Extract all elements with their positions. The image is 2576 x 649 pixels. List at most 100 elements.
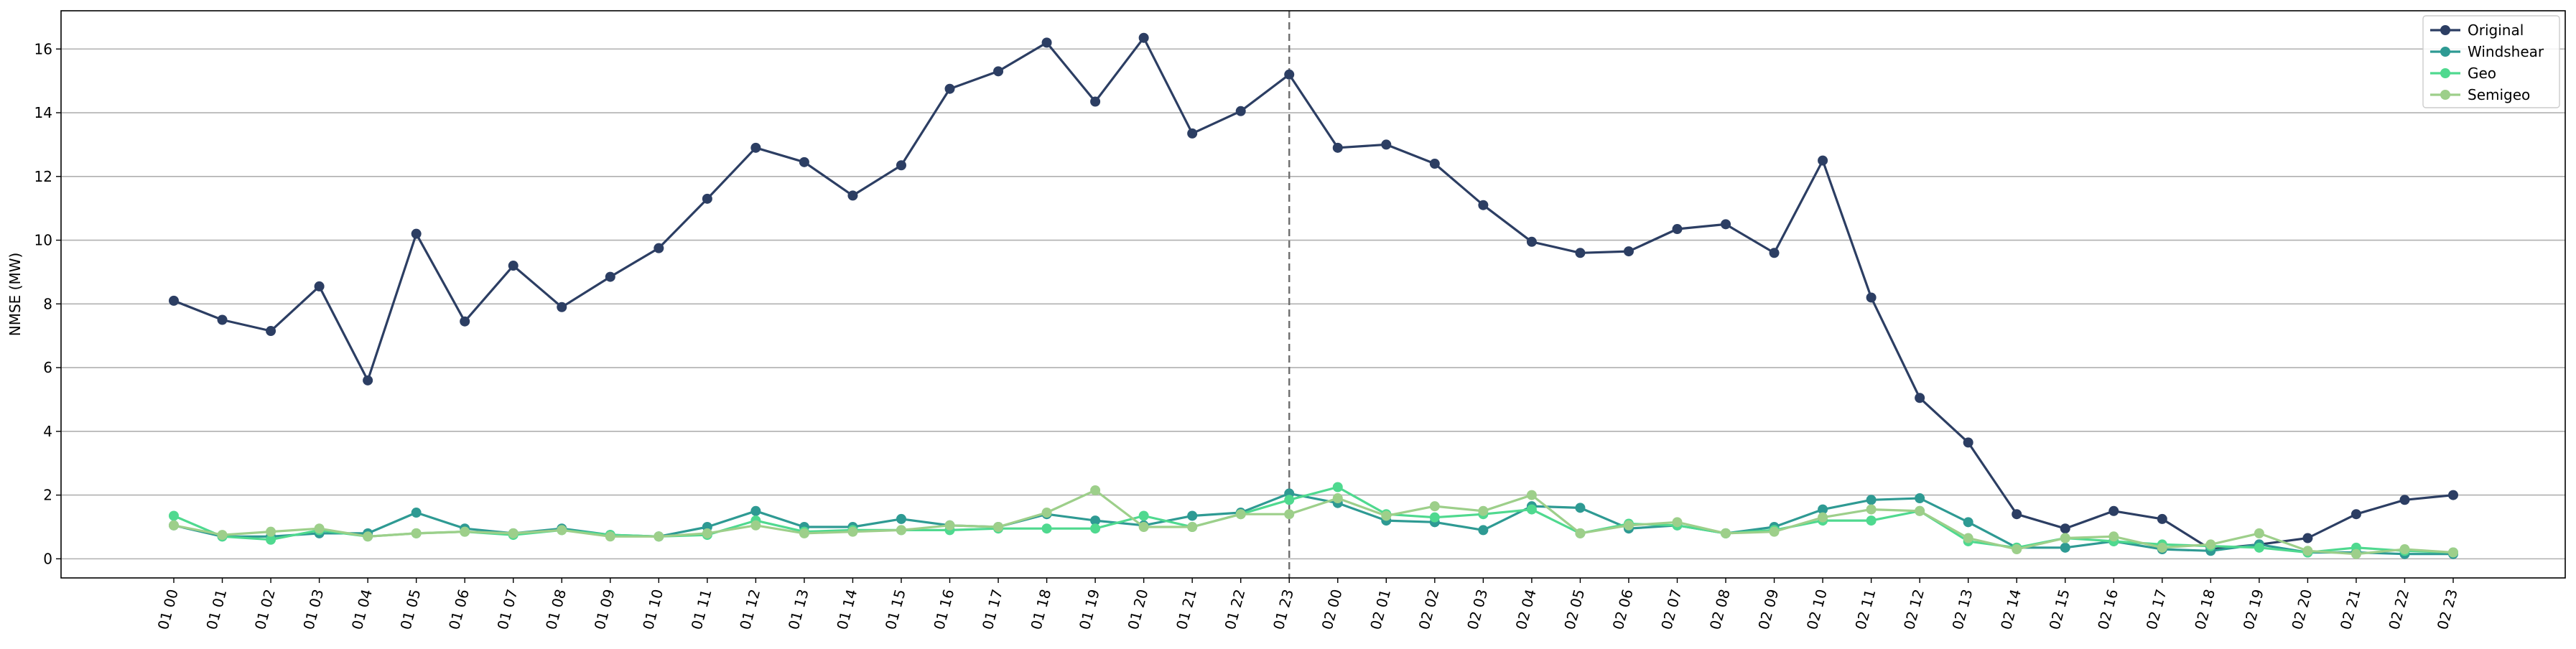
data-point-original bbox=[993, 66, 1004, 77]
data-point-semigeo bbox=[1818, 512, 1828, 523]
data-point-original bbox=[1478, 200, 1489, 210]
x-tick-label: 02 20 bbox=[2288, 587, 2315, 632]
y-tick-label: 6 bbox=[43, 359, 52, 376]
x-tick-label: 02 04 bbox=[1512, 587, 1540, 632]
data-point-semigeo bbox=[2302, 546, 2313, 556]
data-point-semigeo bbox=[557, 525, 567, 536]
x-tick-label: 02 15 bbox=[2046, 587, 2073, 632]
data-point-original bbox=[1866, 292, 1877, 303]
data-point-windshear bbox=[1818, 504, 1828, 515]
data-point-original bbox=[314, 281, 325, 291]
data-point-semigeo bbox=[2448, 547, 2458, 558]
data-point-semigeo bbox=[1090, 485, 1101, 495]
x-tick-label: 01 06 bbox=[445, 587, 473, 632]
data-point-original bbox=[1526, 236, 1537, 247]
x-tick-label: 01 04 bbox=[348, 587, 376, 632]
data-point-semigeo bbox=[1187, 521, 1198, 532]
data-point-original bbox=[1915, 393, 1925, 403]
data-point-windshear bbox=[750, 505, 761, 516]
x-tick-label: 01 15 bbox=[882, 587, 909, 632]
data-point-original bbox=[460, 316, 470, 327]
data-point-original bbox=[508, 261, 519, 271]
data-point-original bbox=[702, 193, 712, 204]
series-layer bbox=[169, 32, 2458, 559]
x-tick-label: 01 22 bbox=[1222, 587, 1249, 632]
data-point-semigeo bbox=[1963, 533, 1973, 543]
x-tick-label: 01 13 bbox=[785, 587, 812, 632]
data-point-semigeo bbox=[1769, 526, 1780, 537]
data-point-semigeo bbox=[266, 526, 276, 537]
data-point-semigeo bbox=[169, 520, 179, 531]
x-tick-label: 02 00 bbox=[1319, 587, 1346, 632]
data-point-semigeo bbox=[1478, 505, 1489, 516]
data-point-original bbox=[2060, 523, 2070, 534]
data-point-windshear bbox=[896, 513, 906, 524]
data-point-original bbox=[1672, 224, 1683, 235]
x-tick-label: 02 03 bbox=[1464, 587, 1491, 632]
data-point-geo bbox=[2254, 542, 2264, 553]
data-point-semigeo bbox=[896, 525, 906, 536]
y-tick-label: 14 bbox=[34, 104, 52, 121]
data-point-semigeo bbox=[750, 520, 761, 531]
data-point-semigeo bbox=[993, 521, 1004, 532]
data-point-geo bbox=[1526, 504, 1537, 515]
data-point-original bbox=[1429, 159, 1440, 169]
x-tick-label: 01 16 bbox=[930, 587, 957, 632]
x-tick-label: 01 11 bbox=[688, 587, 715, 632]
data-point-semigeo bbox=[2012, 544, 2022, 555]
x-tick-label: 02 21 bbox=[2337, 587, 2364, 632]
data-point-semigeo bbox=[654, 531, 664, 542]
data-point-windshear bbox=[411, 508, 422, 518]
x-tick-label: 01 18 bbox=[1027, 587, 1054, 632]
data-point-semigeo bbox=[2060, 533, 2070, 543]
data-point-semigeo bbox=[2254, 528, 2264, 538]
x-tick-label: 02 07 bbox=[1657, 587, 1685, 632]
x-tick-label: 01 00 bbox=[154, 587, 182, 632]
data-point-windshear bbox=[1963, 517, 1973, 528]
data-point-windshear bbox=[1575, 503, 1586, 513]
data-point-windshear bbox=[1915, 493, 1925, 504]
data-point-semigeo bbox=[1721, 528, 1731, 538]
data-point-original bbox=[169, 295, 179, 306]
y-axis-label: NMSE (MW) bbox=[6, 253, 24, 337]
x-tick-label: 02 18 bbox=[2191, 587, 2218, 632]
data-point-original bbox=[1284, 69, 1295, 80]
data-point-original bbox=[2351, 509, 2361, 520]
x-tick-label: 02 17 bbox=[2143, 587, 2170, 632]
y-tick-label: 10 bbox=[34, 232, 52, 249]
data-point-semigeo bbox=[1575, 528, 1586, 538]
legend-marker-geo bbox=[2440, 68, 2450, 78]
data-point-original bbox=[1818, 155, 1828, 166]
data-point-semigeo bbox=[217, 530, 228, 541]
x-tick-label: 01 05 bbox=[396, 587, 424, 632]
x-tick-label: 02 01 bbox=[1367, 587, 1394, 632]
data-point-geo bbox=[1041, 523, 1052, 534]
data-point-original bbox=[1575, 248, 1586, 258]
x-tick-label: 02 08 bbox=[1706, 587, 1734, 632]
legend: Original Windshear Geo Semigeo bbox=[2422, 15, 2560, 108]
data-point-semigeo bbox=[1235, 509, 1246, 520]
data-point-windshear bbox=[1090, 515, 1101, 526]
legend-label-semigeo: Semigeo bbox=[2468, 86, 2530, 103]
x-tick-label: 01 10 bbox=[639, 587, 666, 632]
y-tick-label: 16 bbox=[34, 40, 52, 57]
data-point-windshear bbox=[1187, 510, 1198, 521]
data-point-semigeo bbox=[944, 520, 955, 531]
data-point-semigeo bbox=[363, 531, 373, 542]
data-point-windshear bbox=[1478, 525, 1489, 536]
data-point-semigeo bbox=[411, 528, 422, 538]
x-tick-label: 01 23 bbox=[1270, 587, 1297, 632]
x-tick-label: 02 22 bbox=[2385, 587, 2412, 632]
x-tick-label: 01 12 bbox=[736, 587, 763, 632]
x-tick-label: 01 17 bbox=[979, 587, 1006, 632]
grid-layer bbox=[61, 48, 2565, 560]
data-point-geo bbox=[1138, 510, 1149, 521]
x-tick-label: 02 12 bbox=[1900, 587, 1928, 632]
data-point-original bbox=[944, 83, 955, 94]
data-point-semigeo bbox=[2108, 531, 2119, 542]
x-tick-label: 02 11 bbox=[1851, 587, 1879, 632]
data-point-windshear bbox=[1866, 495, 1877, 505]
x-tick-label: 01 01 bbox=[203, 587, 230, 632]
x-tick-label: 02 19 bbox=[2240, 587, 2267, 632]
